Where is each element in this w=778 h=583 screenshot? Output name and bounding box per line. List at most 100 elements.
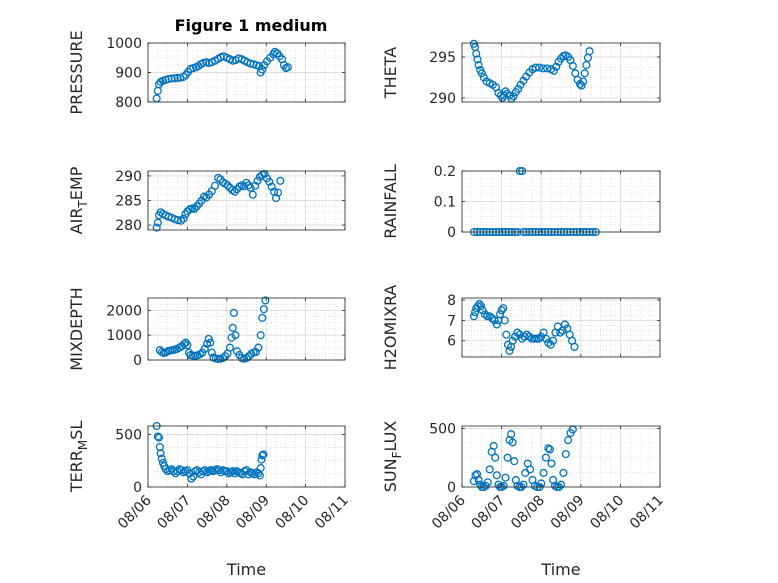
data-point-h2omixra-9 xyxy=(485,312,494,321)
subplot-sun_flux: 0 500 SUNFLUX 08/06 08/07 08/08 08/09 08/10 08/1… xyxy=(381,421,667,579)
data-point-sun_flux-38 xyxy=(541,453,550,462)
data-point-h2omixra-26 xyxy=(518,334,527,343)
data-point-theta-22 xyxy=(514,84,523,93)
data-point-mixdepth-42 xyxy=(242,353,251,363)
data-point-theta-46 xyxy=(579,77,588,86)
data-point-theta-4 xyxy=(474,61,483,70)
data-point-theta-47 xyxy=(580,69,589,78)
data-point-mixdepth-37 xyxy=(231,331,240,340)
data-point-sun_flux-11 xyxy=(489,441,498,450)
data-point-mixdepth-35 xyxy=(228,323,237,332)
data-point-sun_flux-22 xyxy=(508,438,517,447)
x-tick-label-terr_msl: 08/08 xyxy=(194,493,234,533)
data-point-h2omixra-12 xyxy=(492,320,501,329)
y-axis-label-rainfall: RAINFALL xyxy=(381,164,400,239)
data-point-air_temp-39 xyxy=(246,183,255,192)
data-point-sun_flux-47 xyxy=(559,468,568,477)
data-point-sun_flux-12 xyxy=(491,453,500,462)
data-point-sun_flux-48 xyxy=(561,450,570,459)
data-point-h2omixra-0 xyxy=(469,312,478,321)
axes-box-theta xyxy=(461,42,661,103)
data-point-h2omixra-4 xyxy=(475,300,484,309)
data-point-h2omixra-28 xyxy=(522,330,531,339)
data-point-theta-34 xyxy=(552,62,561,71)
y-axis-label-pressure: PRESSURE xyxy=(67,30,86,114)
x-tick-label-sun_flux: 08/06 xyxy=(429,492,469,532)
data-point-theta-29 xyxy=(535,63,544,72)
y-tick-label-theta: 290 xyxy=(429,91,456,107)
data-point-h2omixra-38 xyxy=(546,340,555,349)
x-tick-label-sun_flux: 08/07 xyxy=(469,493,509,533)
subplot-pressure: 800 900 1000 PRESSURE xyxy=(67,30,346,115)
data-point-terr_msl-58 xyxy=(257,455,266,464)
data-point-terr_msl-8 xyxy=(161,465,170,474)
x-tick-label-sun_flux: 08/11 xyxy=(627,493,667,533)
data-point-sun_flux-18 xyxy=(501,473,510,482)
data-point-h2omixra-20 xyxy=(505,346,514,355)
y-tick-label-sun_flux: 500 xyxy=(429,421,456,437)
data-point-sun_flux-13 xyxy=(492,471,501,480)
x-tick-label-terr_msl: 08/10 xyxy=(273,493,313,533)
axes-box-h2omixra xyxy=(461,297,661,358)
data-point-air_temp-33 xyxy=(232,185,242,194)
data-point-pressure-7 xyxy=(167,74,176,83)
data-point-air_temp-40 xyxy=(248,190,257,199)
chart-title: Figure 1 medium xyxy=(175,16,328,35)
data-point-terr_msl-60 xyxy=(259,450,268,459)
data-point-air_temp-32 xyxy=(230,187,239,196)
data-point-sun_flux-29 xyxy=(521,468,530,477)
data-point-h2omixra-11 xyxy=(490,316,499,325)
y-tick-label-h2omixra: 8 xyxy=(447,293,456,309)
data-point-sun_flux-8 xyxy=(483,478,492,487)
x-tick-label-terr_msl: 08/07 xyxy=(154,493,194,533)
data-point-terr_msl-57 xyxy=(256,464,265,473)
data-point-pressure-11 xyxy=(179,72,188,81)
data-point-pressure-40 xyxy=(258,65,267,74)
x-tick-label-sun_flux: 08/09 xyxy=(548,493,588,533)
data-point-theta-33 xyxy=(549,66,558,75)
data-point-h2omixra-44 xyxy=(560,320,570,329)
data-point-terr_msl-35 xyxy=(214,466,223,475)
data-point-h2omixra-3 xyxy=(473,302,482,311)
data-point-mixdepth-48 xyxy=(256,331,265,340)
data-point-mixdepth-23 xyxy=(204,334,213,343)
x-tick-label-terr_msl: 08/09 xyxy=(233,493,273,533)
data-point-terr_msl-28 xyxy=(201,466,210,475)
y-tick-label-terr_msl: 500 xyxy=(115,427,142,443)
data-point-h2omixra-31 xyxy=(530,334,539,343)
y-axis-label-mixdepth: MIXDEPTH xyxy=(67,287,86,370)
data-point-theta-50 xyxy=(585,47,594,56)
data-point-h2omixra-27 xyxy=(520,332,529,341)
subplot-h2omixra: 6 7 8 H2OMIXRA xyxy=(381,285,661,371)
data-point-h2omixra-7 xyxy=(480,310,490,319)
subplot-air_temp: 280 285 290 AIRTEMP xyxy=(67,166,346,234)
data-point-h2omixra-23 xyxy=(511,332,520,341)
data-point-h2omixra-36 xyxy=(541,334,550,343)
y-tick-label-theta: 295 xyxy=(429,50,456,66)
x-tick-label-sun_flux: 08/10 xyxy=(587,493,627,533)
axes-box-mixdepth xyxy=(147,297,346,361)
data-point-terr_msl-22 xyxy=(189,472,198,481)
y-tick-label-mixdepth: 2000 xyxy=(106,303,142,319)
axes-box-sun_flux xyxy=(461,425,661,488)
data-point-terr_msl-21 xyxy=(187,474,196,483)
y-tick-label-air_temp: 280 xyxy=(115,218,142,234)
y-tick-label-mixdepth: 1000 xyxy=(106,328,142,344)
data-point-air_temp-10 xyxy=(177,216,186,225)
data-point-sun_flux-9 xyxy=(485,465,494,474)
y-axis-label-h2omixra: H2OMIXRA xyxy=(381,285,400,371)
data-point-air_temp-51 xyxy=(273,188,283,197)
data-point-terr_msl-50 xyxy=(244,470,253,479)
data-point-h2omixra-42 xyxy=(556,328,565,337)
data-point-air_temp-41 xyxy=(251,181,260,190)
y-tick-label-rainfall: 0 xyxy=(447,225,456,241)
data-point-terr_msl-14 xyxy=(173,467,182,476)
x-axis-label-terr_msl: Time xyxy=(226,560,266,579)
data-point-h2omixra-29 xyxy=(525,332,534,341)
data-point-air_temp-11 xyxy=(179,214,188,223)
data-point-h2omixra-37 xyxy=(544,338,553,347)
data-point-air_temp-29 xyxy=(223,181,232,190)
data-point-h2omixra-34 xyxy=(537,332,546,341)
data-point-sun_flux-49 xyxy=(564,436,573,445)
data-point-mixdepth-50 xyxy=(259,305,268,314)
